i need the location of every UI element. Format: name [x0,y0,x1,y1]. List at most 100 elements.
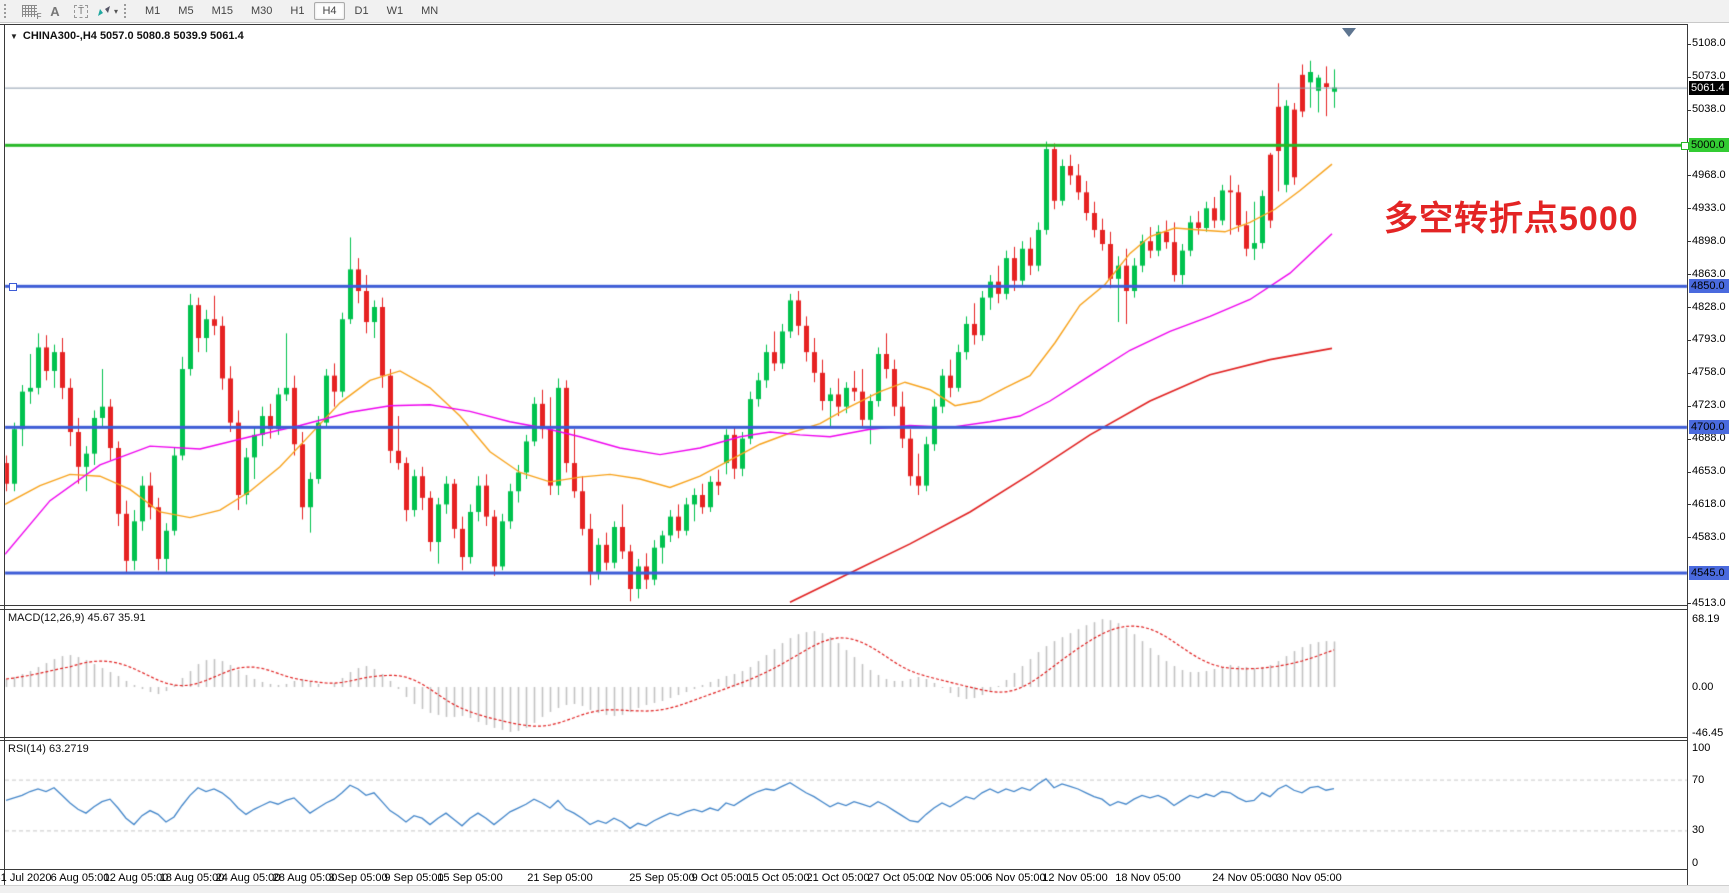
price-tick-mark [1687,537,1691,539]
price-tick-label: 4618.0 [1692,497,1726,510]
time-axis-label: 9 Sep 05:00 [384,872,444,884]
rsi-axis-label: 0 [1692,856,1699,869]
price-axis-line[interactable] [1687,24,1688,885]
grid-icon-letter: F [36,12,42,21]
price-tick-label: 5108.0 [1692,37,1726,50]
timeframe-button-group: M1 M5 M15 M30 H1 H4 D1 W1 MN [136,2,447,20]
price-tick-mark [1687,603,1691,605]
text-label-button[interactable]: A [43,1,67,21]
timeframe-button-m15[interactable]: M15 [211,5,233,17]
letter-t-icon: T [73,4,89,18]
price-tick-label: 4968.0 [1692,168,1726,181]
chevron-down-icon: ▾ [113,6,118,16]
toolbar-grip[interactable] [124,4,130,18]
time-axis-label: 28 Aug 05:00 [272,872,338,884]
price-tick-label: 4898.0 [1692,234,1726,247]
time-axis-label: 18 Nov 05:00 [1115,872,1181,884]
shift-marker-triangle-icon[interactable] [1342,28,1356,37]
price-tick-mark [1687,76,1691,78]
rsi-axis-label: 100 [1692,741,1711,754]
price-tick-mark [1687,109,1691,111]
current-price-badge: 5061.4 [1689,80,1729,95]
timeframe-button-h1[interactable]: H1 [290,5,305,17]
window-bottom-strip [0,885,1729,893]
time-axis-label: 25 Sep 05:00 [629,872,695,884]
price-tick-mark [1687,208,1691,210]
time-axis-label: 30 Nov 05:00 [1276,872,1342,884]
price-tick-label: 4933.0 [1692,201,1726,214]
price-tick-mark [1687,175,1691,177]
hline-drag-handle[interactable] [1681,142,1689,151]
price-tick-mark [1687,43,1691,45]
rsi-axis-label: 30 [1692,824,1705,837]
timeframe-button-h4[interactable]: H4 [314,2,345,20]
chart-canvas[interactable] [0,23,1729,893]
timeframe-button-w1[interactable]: W1 [386,5,404,17]
price-tick-label: 4653.0 [1692,465,1726,477]
macd-axis-label: 68.19 [1692,612,1720,625]
price-tick-mark [1687,504,1691,506]
letter-a-icon: A [50,3,60,19]
time-axis-label: 12 Aug 05:00 [103,872,169,884]
time-axis-label: 21 Oct 05:00 [806,872,870,884]
time-axis-label: 6 Aug 05:00 [50,872,110,884]
price-tick-label: 5073.0 [1692,70,1726,83]
text-box-button[interactable]: T [69,1,93,21]
time-axis-label: 12 Nov 05:00 [1042,872,1108,884]
time-axis-label: 6 Nov 05:00 [986,872,1046,884]
price-tick-label: 4513.0 [1692,596,1726,609]
price-tick-mark [1687,307,1691,308]
macd-axis-label: 0.00 [1692,680,1714,693]
time-axis-label: 24 Aug 05:00 [215,872,281,884]
hline-price-badge: 4545.0 [1689,566,1729,581]
price-tick-mark [1687,372,1691,374]
price-tick-mark [1687,274,1691,276]
pane-splitter-main-macd[interactable] [0,605,1688,606]
toolbar: F A T ▾ M1 M5 M15 M30 H1 H4 D1 W1 MN [0,0,1729,23]
dotted-grid-icon: F [21,5,42,21]
price-tick-label: 4828.0 [1692,300,1726,313]
time-axis-label: 15 Oct 05:00 [746,872,810,884]
arrows-icon [97,6,110,16]
timeframe-button-m30[interactable]: M30 [250,5,273,17]
pane-splitter-macd-rsi[interactable] [0,737,1688,738]
plot-left-border [4,24,5,885]
time-axis-label: 2 Nov 05:00 [928,872,988,884]
cursor-arrows-button[interactable]: ▾ [95,1,119,21]
hline-price-badge: 4850.0 [1689,279,1729,294]
price-tick-mark [1687,339,1691,341]
time-axis-line [0,869,1688,870]
time-axis-label: 31 Jul 2020 [0,872,52,884]
price-tick-label: 4758.0 [1692,366,1726,379]
toolbar-grip[interactable] [4,4,10,18]
time-axis-label: 3 Sep 05:00 [328,872,388,884]
title-triangle-icon[interactable]: ▼ [10,32,18,41]
pane-border-rsi-top [0,740,1688,741]
price-tick-mark [1687,438,1691,440]
price-tick-label: 4688.0 [1692,432,1726,445]
timeframe-button-m1[interactable]: M1 [145,5,161,17]
hline-price-badge: 5000.0 [1689,138,1729,153]
price-tick-mark [1687,405,1691,407]
timeframe-button-mn[interactable]: MN [421,5,439,17]
rsi-indicator-label: RSI(14) 63.2719 [8,743,89,755]
time-axis-label: 9 Oct 05:00 [691,872,749,884]
time-axis-label: 24 Nov 05:00 [1212,872,1278,884]
price-tick-label: 4793.0 [1692,333,1726,346]
time-axis-label: 21 Sep 05:00 [527,872,593,884]
price-tick-label: 4583.0 [1692,530,1726,543]
hline-price-badge: 4700.0 [1689,420,1729,435]
timeframe-button-m5[interactable]: M5 [178,5,194,17]
time-axis-label: 15 Sep 05:00 [437,872,503,884]
symbol-ohlc-title: CHINA300-,H4 5057.0 5080.8 5039.9 5061.4 [22,30,244,42]
hline-drag-handle[interactable] [9,283,17,292]
price-tick-label: 4863.0 [1692,267,1726,280]
pane-border-macd-top [0,609,1688,610]
chinese-annotation-text[interactable]: 多空转折点5000 [1384,200,1639,238]
price-tick-mark [1687,241,1691,243]
price-tick-mark [1687,471,1691,473]
objects-grid-icon[interactable]: F [17,1,42,21]
timeframe-button-d1[interactable]: D1 [354,5,369,17]
chart-area: ▼ CHINA300-,H4 5057.0 5080.8 5039.9 5061.… [0,23,1729,893]
